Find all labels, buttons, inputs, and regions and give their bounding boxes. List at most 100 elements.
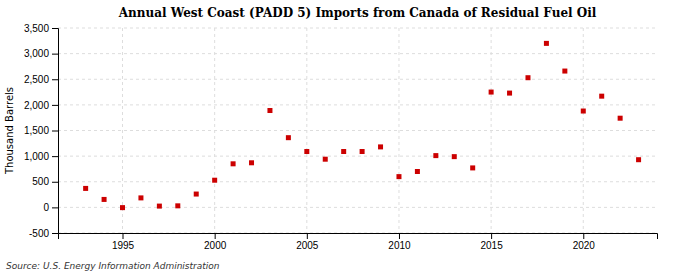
tick: 2,000	[24, 100, 58, 111]
point	[525, 75, 530, 80]
tick-label: 2010	[388, 240, 411, 251]
point	[433, 153, 438, 158]
tick: 1995	[112, 233, 135, 251]
point	[267, 108, 272, 113]
point	[544, 41, 549, 46]
tick-label: 1995	[112, 240, 135, 251]
tick-mark	[491, 233, 492, 239]
tick-mark	[52, 156, 58, 157]
tick-mark	[52, 79, 58, 80]
point	[581, 109, 586, 114]
tick: 2015	[480, 233, 503, 251]
tick-mark	[52, 28, 58, 29]
point	[138, 195, 143, 200]
point	[618, 116, 623, 121]
tick-mark	[123, 233, 124, 239]
point	[120, 205, 125, 210]
point	[194, 192, 199, 197]
grid-line	[214, 28, 215, 233]
point	[304, 149, 309, 154]
tick-label: 2000	[204, 240, 227, 251]
point	[489, 90, 494, 95]
points	[83, 41, 641, 210]
grid-line	[58, 207, 657, 208]
tick: 0	[43, 202, 58, 213]
tick: 2005	[296, 233, 319, 251]
tick-mark	[307, 233, 308, 239]
chart: 1995 2000 2005 2010 2015 2020 -500 0 500 1,000 1,5…	[0, 0, 675, 275]
tick-mark	[52, 182, 58, 183]
tick: 1,500	[24, 125, 58, 136]
grid-line	[58, 130, 657, 131]
point	[507, 91, 512, 96]
tick-label: 500	[32, 176, 49, 187]
point	[599, 94, 604, 99]
grid-line	[583, 28, 584, 233]
point	[562, 69, 567, 74]
tick: 2000	[204, 233, 227, 251]
tick-mark	[215, 233, 216, 239]
tick-mark	[52, 105, 58, 106]
point	[452, 154, 457, 159]
grid-line	[58, 156, 657, 157]
tick-label: 2020	[573, 240, 596, 251]
point	[102, 197, 107, 202]
grid-line	[58, 181, 657, 182]
point	[470, 165, 475, 170]
grid-line	[58, 53, 657, 54]
tick-label: 2015	[480, 240, 503, 251]
tick-mark	[583, 233, 584, 239]
tick-label: 2005	[296, 240, 319, 251]
tick-label: -500	[29, 228, 49, 239]
x-axis: 1995 2000 2005 2010 2015 2020	[59, 233, 658, 251]
grid-line	[306, 28, 307, 233]
tick: 2020	[573, 233, 596, 251]
tick-mark	[52, 233, 58, 234]
axis-line	[52, 29, 59, 234]
point	[360, 149, 365, 154]
point	[231, 161, 236, 166]
point	[378, 144, 383, 149]
tick: 3,500	[24, 23, 58, 34]
tick: 3,000	[24, 48, 58, 59]
tick-mark	[399, 233, 400, 239]
tick-mark	[52, 207, 58, 208]
point	[415, 169, 420, 174]
y-axis-label: Thousand Barrels	[4, 87, 15, 175]
plot: 1995 2000 2005 2010 2015 2020 -500 0 500 1,000 1,5…	[24, 23, 658, 251]
tick-label: 2,000	[24, 100, 49, 111]
point	[212, 178, 217, 183]
grid	[58, 28, 657, 233]
axis-line	[59, 234, 658, 240]
point	[396, 174, 401, 179]
point	[157, 204, 162, 209]
tick-label: 1,000	[24, 151, 49, 162]
grid-line	[58, 104, 657, 105]
tick: 2,500	[24, 74, 58, 85]
tick-mark	[52, 131, 58, 132]
grid-line	[58, 79, 657, 80]
point	[636, 157, 641, 162]
tick: 2010	[388, 233, 411, 251]
tick: -500	[29, 228, 58, 239]
tick-label: 2,500	[24, 74, 49, 85]
point	[175, 203, 180, 208]
grid-line	[58, 28, 657, 29]
point	[286, 135, 291, 140]
tick: 500	[32, 176, 58, 187]
title: Annual West Coast (PADD 5) Imports from …	[118, 6, 597, 20]
grid-line	[491, 28, 492, 233]
tick-label: 3,000	[24, 48, 49, 59]
grid-line	[398, 28, 399, 233]
tick-label: 0	[43, 202, 49, 213]
grid-line	[122, 28, 123, 233]
tick-label: 3,500	[24, 23, 49, 34]
point	[249, 160, 254, 165]
point	[83, 186, 88, 191]
annotation: Source: U.S. Energy Information Administ…	[6, 261, 220, 271]
y-axis: -500 0 500 1,000 1,500 2,000 2,500 3,000 3,500	[24, 23, 59, 239]
point	[323, 157, 328, 162]
tick-label: 1,500	[24, 125, 49, 136]
point	[341, 149, 346, 154]
tick-mark	[52, 54, 58, 55]
